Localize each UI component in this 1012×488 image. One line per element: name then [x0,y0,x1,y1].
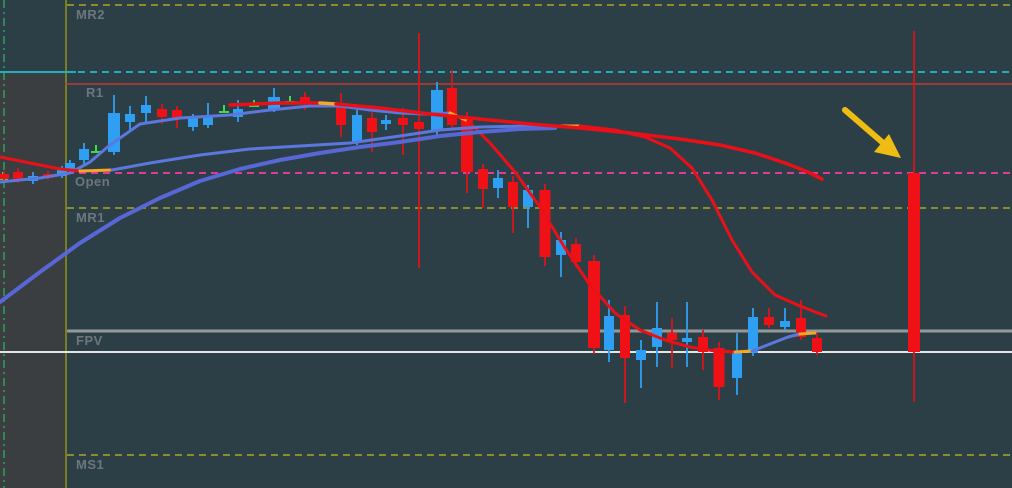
candle-body [141,105,151,113]
candle-body [79,149,89,160]
candle-body [764,317,774,325]
candle-body [713,348,725,387]
level-label-fpv: FPV [76,333,103,348]
candle-body [748,317,758,353]
candle-body [556,240,566,255]
candle-body [523,190,533,207]
level-label-mr1: MR1 [76,210,105,225]
candle-body [588,261,600,348]
annotation-arrow [842,107,901,158]
candle-body [796,318,806,337]
candle-body [508,182,518,207]
candle-body [13,172,23,179]
candle-body [667,333,677,340]
candle-body [125,114,135,122]
arrow-head-icon [874,134,901,158]
candle-body [682,338,692,342]
candle-body [414,122,424,129]
level-label-open: Open [75,174,111,189]
candle-body [698,337,708,352]
candle-body [571,244,581,262]
candle-body [0,174,9,179]
ma-fast-blue2 [750,332,802,353]
candle-body [300,97,310,104]
pivot-markers-layer [0,96,295,180]
candle-body [478,169,488,189]
moving-averages-layer [0,101,828,354]
candle-body [65,163,75,171]
candle-body [157,109,167,117]
candle-body [381,120,391,124]
candle-body [604,316,614,350]
candle-body [172,110,182,118]
ma-mid-blue [110,124,564,172]
ma-arc-red1 [228,101,322,107]
highlighted-candle[interactable] [908,31,920,402]
candle-body [620,315,630,358]
arrow-shaft [842,107,885,145]
candle-body [493,178,503,188]
candle-body [367,118,377,132]
level-label-mr2: MR2 [76,7,105,22]
candle-body [447,88,457,125]
candle-body [636,350,646,360]
ma-arc-red2 [334,102,824,181]
ma-arc-orange [318,101,338,106]
candle-body [108,113,120,152]
candle-body [539,190,551,257]
candle-body [352,115,362,142]
ma-fast-red [466,119,737,354]
candle-body [188,118,198,127]
candle-body [336,103,346,125]
ma-fast-orange2 [733,349,754,354]
candle-body [431,90,443,130]
candle-body [398,118,408,125]
ma-mid-orange1 [78,168,114,173]
premarket-panel [0,73,66,488]
ma-slow-blue [0,126,557,304]
candle-body [812,338,822,352]
candle-body [780,321,790,327]
level-label-r1: R1 [86,85,104,100]
candle-body [732,353,742,378]
ma-fast-orange3 [798,331,817,336]
highlighted-candle-body [908,173,920,352]
ma-mid-red1 [0,155,82,173]
level-label-ms1: MS1 [76,457,105,472]
candle-body [203,117,213,125]
